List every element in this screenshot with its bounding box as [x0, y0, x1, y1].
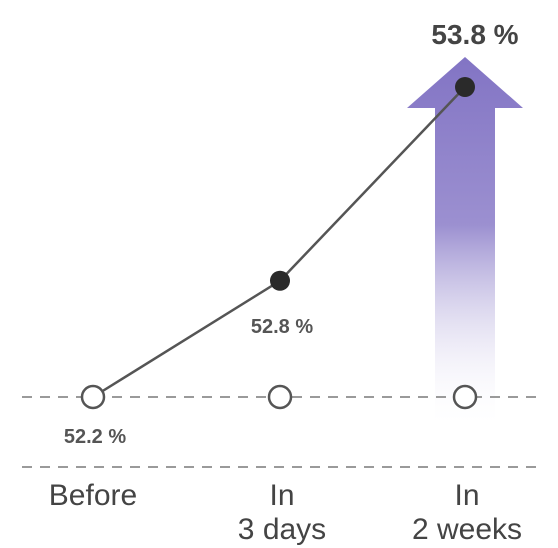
data-label-0: 52.2 %	[64, 426, 126, 448]
data-label-2: 53.8 %	[431, 19, 518, 50]
category-label-1: In 3 days	[238, 479, 326, 546]
category-label-0: Before	[49, 479, 137, 512]
data-point-2	[455, 77, 475, 97]
baseline-marker-1	[267, 384, 293, 410]
data-label-1: 52.8 %	[251, 316, 313, 338]
series-line	[92, 86, 466, 399]
category-labels: Before In 3 days In 2 weeks	[49, 479, 522, 546]
chart-marks: 52.2 % 52.8 % 53.8 %	[64, 19, 519, 448]
category-label-2: In 2 weeks	[412, 479, 522, 546]
baseline-marker-0	[80, 384, 106, 410]
highlight-arrow	[407, 57, 523, 430]
baseline-marker-2	[452, 384, 478, 410]
data-point-1	[270, 270, 290, 291]
